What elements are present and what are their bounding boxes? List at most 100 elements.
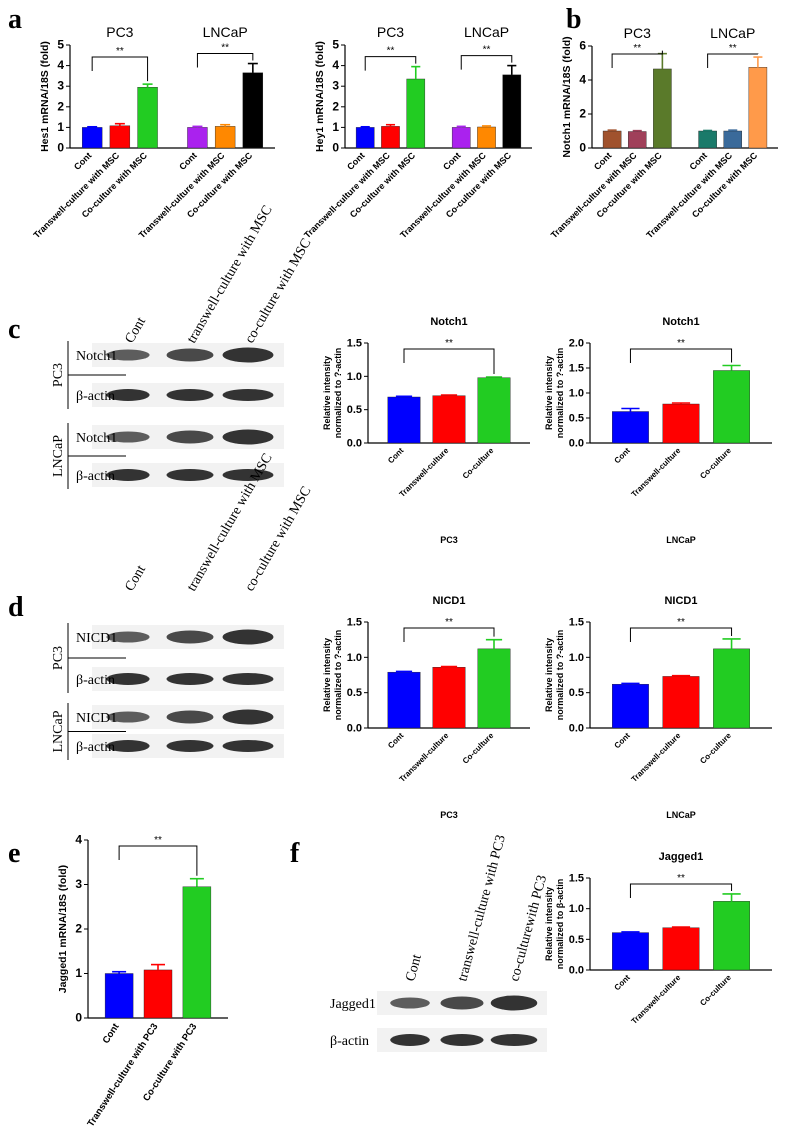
significance-label: ** [729,43,737,54]
bar [355,127,375,149]
y-tick-label: 1 [75,966,82,980]
y-axis-label: Jagged1 mRNA/18S (fold) [57,865,69,993]
group-label: LNCaP [203,24,248,40]
y-tick-label: 0.5 [347,687,362,699]
x-tick-label: Cont [386,731,405,750]
significance-bracket [118,845,198,876]
column-label: Cont [403,953,425,983]
y-axis-label: Hey1 mRNA/18S (fold) [314,41,326,152]
error-bar [440,394,458,396]
y-tick-label: 5 [57,38,64,52]
y-tick-label: 0.5 [569,413,584,425]
significance-label: ** [116,46,124,57]
error-bar [621,407,640,412]
y-tick-label: 5 [332,38,339,52]
blot-band [390,1034,430,1046]
blot-band [222,629,274,645]
y-tick-label: 0 [579,141,586,155]
y-tick-label: 6 [579,39,586,53]
group-label: LNCaP [51,710,66,752]
chart: 0.0 0.5 1.0 1.5 Relative intensity normalized… [544,595,772,820]
blot-band [490,995,538,1011]
x-tick-label: Co-culture [698,446,733,481]
error-bar [360,125,370,128]
x-tick-label: Transwell-culture [630,973,683,1026]
blot-band [490,1034,538,1046]
y-tick-label: 3 [75,877,82,891]
error-bar [632,129,642,132]
y-tick-label: 1.0 [347,652,362,664]
x-tick-label: Co-culture [698,973,733,1008]
bar [387,671,421,729]
blot-band [106,389,150,401]
bar [81,127,103,149]
y-tick-label: 0.0 [347,438,362,450]
y-tick-label: 4 [75,833,82,847]
row-label: β-actin [76,389,115,404]
bar [109,125,131,149]
error-bar [722,638,741,649]
error-bar [671,674,691,677]
row-label: β-actin [76,469,115,484]
significance-label: ** [677,338,685,349]
error-bar [456,125,466,128]
y-tick-label: 4 [332,58,339,72]
y-tick-label: 1.5 [347,617,362,629]
chart: 0.0 0.5 1.0 1.5 Relative intensity normalized… [322,316,530,545]
y-axis-label: normalized to ?-actin [333,630,343,721]
column-label: Cont [122,563,149,594]
significance-label: ** [221,43,229,54]
bar [723,130,743,149]
group-label: PC3 [51,646,66,670]
row-label: Notch1 [76,431,117,446]
significance-label: ** [154,835,162,846]
error-bar [607,129,617,131]
blot-band [166,630,214,644]
column-label: co-culture with MSC [242,484,314,594]
bar [104,973,134,1019]
panel-label: b [566,4,582,35]
y-tick-label: 0.5 [569,934,584,946]
column-label: Cont [122,315,149,346]
significance-bracket [629,627,733,642]
significance-label: ** [483,45,491,56]
error-bar [481,125,492,127]
y-axis-label: Relative intensity [544,887,554,961]
x-tick-label: Co-culture [698,731,733,766]
group-label: LNCaP [464,24,509,40]
y-tick-label: 2 [332,99,339,113]
y-axis-label: normalized to ?-actin [333,348,343,439]
bar [477,377,511,444]
bar [187,127,208,149]
bar [137,87,158,149]
significance-bracket [91,56,149,82]
x-axis-label: PC3 [440,535,458,545]
x-tick-label: Transwell-culture [398,731,451,784]
chart-title: NICD1 [432,595,465,607]
bar [662,403,700,444]
y-tick-label: 4 [57,58,64,72]
x-tick-label: Transwell-culture [398,446,451,499]
significance-bracket [403,627,495,642]
y-tick-label: 4 [579,73,586,87]
blot-band [106,740,150,752]
x-tick-label: Cont [613,973,632,992]
error-bar [385,123,396,127]
error-bar [507,64,517,75]
bar [432,395,466,444]
bar [713,901,750,971]
significance-bracket [196,53,254,68]
blot-band [166,348,214,362]
significance-bracket [629,883,733,898]
bar [477,648,511,729]
y-tick-label: 2 [75,922,82,936]
error-bar [621,931,640,933]
chart: 0.0 0.5 1.0 1.5 Relative intensity normalized… [322,595,530,820]
row-label: β-actin [76,740,115,755]
x-tick-label: Transwell-culture with PC3 [85,1022,160,1129]
bar [387,396,421,444]
chart-title: NICD1 [664,595,697,607]
error-bar [87,125,98,128]
